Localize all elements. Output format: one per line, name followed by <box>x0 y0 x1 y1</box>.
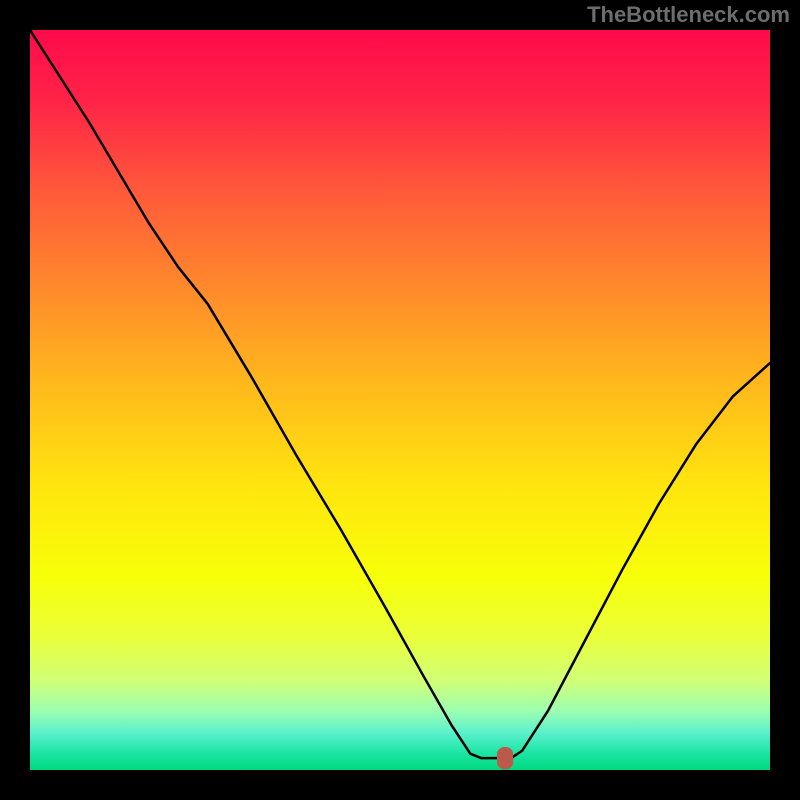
plot-svg <box>30 30 770 770</box>
watermark-text: TheBottleneck.com <box>587 2 790 28</box>
plot-background <box>30 30 770 770</box>
optimum-marker <box>497 747 513 769</box>
plot-frame <box>30 30 770 770</box>
stage: TheBottleneck.com <box>0 0 800 800</box>
